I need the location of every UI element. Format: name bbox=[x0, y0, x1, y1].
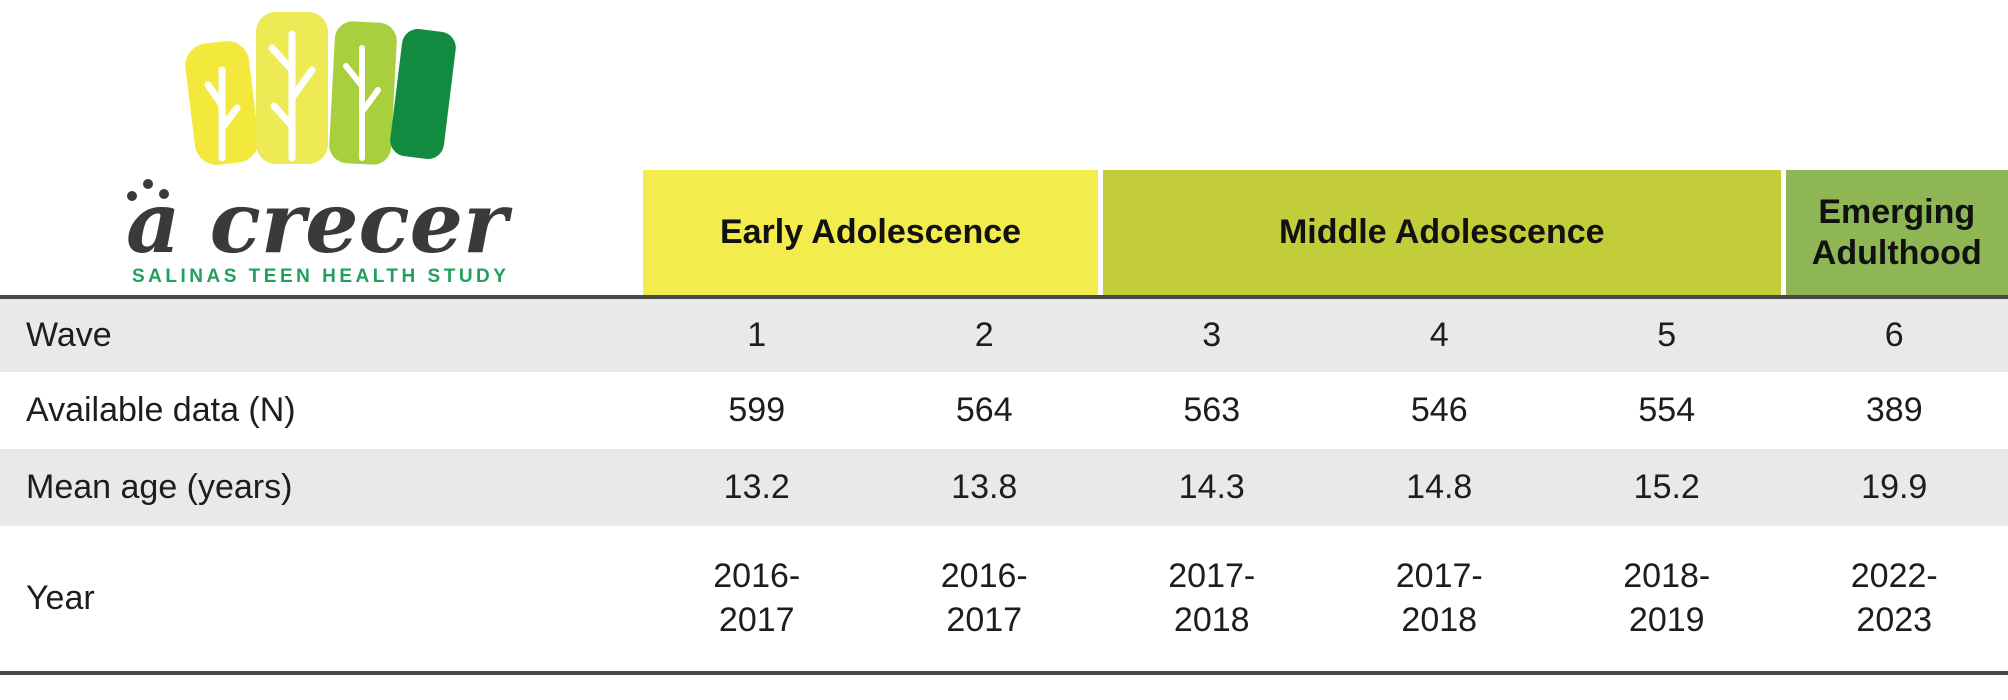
table-row-available-data: Available data (N) 599 564 563 546 554 3… bbox=[0, 372, 2008, 449]
waves-table: Wave 1 2 3 4 5 6 Available data (N) 599 … bbox=[0, 295, 2008, 675]
table-row-mean-age: Mean age (years) 13.2 13.8 14.3 14.8 15.… bbox=[0, 449, 2008, 526]
age-wave-1: 13.2 bbox=[723, 467, 790, 506]
row-label-mean-age: Mean age (years) bbox=[26, 467, 293, 506]
wave-6: 6 bbox=[1884, 315, 1904, 354]
phase-header-row: Early Adolescence Middle Adolescence Eme… bbox=[643, 170, 2008, 295]
n-wave-4: 546 bbox=[1410, 390, 1468, 429]
age-wave-3: 14.3 bbox=[1178, 467, 1245, 506]
n-wave-5: 554 bbox=[1638, 390, 1696, 429]
n-wave-2: 564 bbox=[955, 390, 1013, 429]
year-wave-5: 2018- 2019 bbox=[1623, 556, 1711, 639]
year-wave-1: 2016- 2017 bbox=[713, 556, 801, 639]
phase-band-early-adolescence: Early Adolescence bbox=[643, 170, 1098, 295]
row-label-year: Year bbox=[26, 578, 95, 617]
header: a crecer SALINAS TEEN HEALTH STUDY Early… bbox=[0, 0, 2008, 295]
year-wave-4: 2017- 2018 bbox=[1395, 556, 1483, 639]
row-label-available-data: Available data (N) bbox=[26, 390, 296, 429]
table-row-year: Year 2016- 2017 2016- 2017 2017- 2018 20… bbox=[0, 526, 2008, 671]
acrecer-logo-svg: a crecer SALINAS TEEN HEALTH STUDY bbox=[126, 12, 513, 287]
phase-band-label: Middle Adolescence bbox=[1278, 213, 1605, 252]
row-label-wave: Wave bbox=[26, 315, 112, 354]
year-wave-3: 2017- 2018 bbox=[1168, 556, 1256, 639]
logo-trees-icon bbox=[185, 12, 456, 165]
acrecer-logo: a crecer SALINAS TEEN HEALTH STUDY bbox=[40, 0, 660, 295]
wave-1: 1 bbox=[747, 315, 767, 354]
logo-brand-text: a crecer bbox=[126, 173, 513, 272]
n-wave-1: 599 bbox=[728, 390, 786, 429]
year-wave-2: 2016- 2017 bbox=[940, 556, 1028, 639]
age-wave-5: 15.2 bbox=[1633, 467, 1700, 506]
wave-5: 5 bbox=[1657, 315, 1677, 354]
phase-band-middle-adolescence: Middle Adolescence bbox=[1098, 170, 1781, 295]
table-row-wave: Wave 1 2 3 4 5 6 bbox=[0, 299, 2008, 372]
phase-band-emerging-adulthood: Emerging Adulthood bbox=[1780, 170, 2008, 295]
phase-band-label: Emerging Adulthood bbox=[1811, 193, 1982, 272]
logo-subtitle-text: SALINAS TEEN HEALTH STUDY bbox=[132, 266, 509, 287]
wave-4: 4 bbox=[1429, 315, 1449, 354]
age-wave-4: 14.8 bbox=[1406, 467, 1473, 506]
logo-accent-dots-icon bbox=[127, 179, 169, 201]
age-wave-6: 19.9 bbox=[1861, 467, 1928, 506]
year-wave-6: 2022- 2023 bbox=[1850, 556, 1938, 639]
n-wave-3: 563 bbox=[1183, 390, 1241, 429]
n-wave-6: 389 bbox=[1865, 390, 1923, 429]
phase-band-label: Early Adolescence bbox=[719, 213, 1022, 252]
age-wave-2: 13.8 bbox=[951, 467, 1018, 506]
wave-2: 2 bbox=[974, 315, 994, 354]
wave-3: 3 bbox=[1202, 315, 1222, 354]
